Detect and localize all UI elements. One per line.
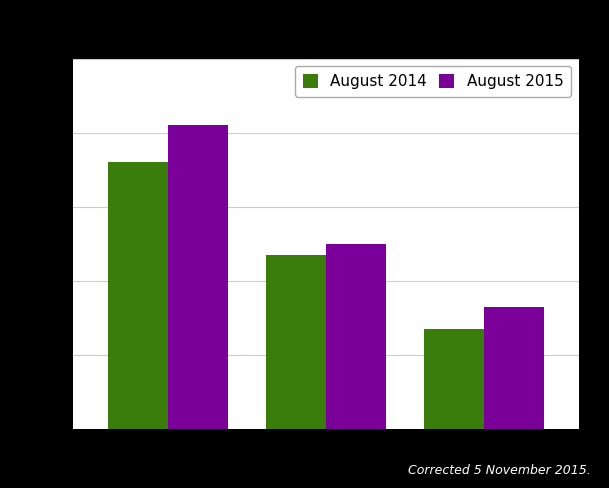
Bar bbox=[326, 244, 386, 429]
Bar bbox=[168, 125, 228, 429]
Legend: August 2014, August 2015: August 2014, August 2015 bbox=[295, 66, 571, 97]
Bar bbox=[266, 255, 326, 429]
Bar bbox=[424, 329, 484, 429]
Bar bbox=[108, 163, 168, 429]
Bar bbox=[484, 307, 544, 429]
Text: Corrected 5 November 2015.: Corrected 5 November 2015. bbox=[408, 464, 591, 477]
